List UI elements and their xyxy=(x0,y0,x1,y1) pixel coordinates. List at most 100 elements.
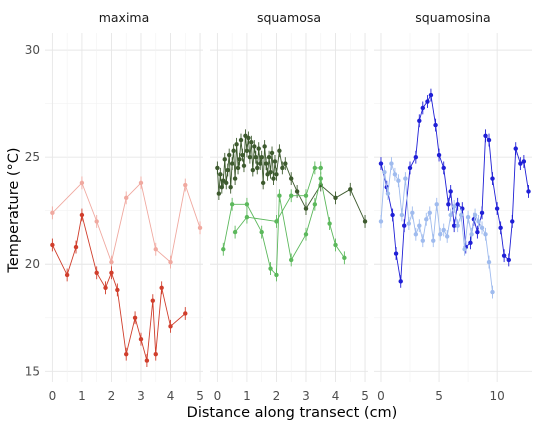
data-point xyxy=(469,232,474,237)
data-point xyxy=(455,223,460,228)
facet-title: squamosina xyxy=(415,10,490,25)
x-tick-label: 5 xyxy=(361,389,369,403)
series-squamosa-1 xyxy=(215,129,368,228)
data-point xyxy=(448,189,453,194)
data-point xyxy=(333,195,338,201)
data-point xyxy=(237,157,242,162)
data-point xyxy=(348,187,353,192)
data-point xyxy=(479,210,485,216)
data-point xyxy=(225,167,230,173)
data-point xyxy=(153,247,158,252)
data-point xyxy=(115,287,120,293)
data-point xyxy=(109,259,114,265)
data-point xyxy=(518,161,523,166)
data-point xyxy=(486,259,492,265)
data-point xyxy=(410,210,415,216)
data-point xyxy=(232,176,238,181)
data-point xyxy=(255,165,260,171)
data-point xyxy=(327,221,332,226)
x-tick-label: 0 xyxy=(49,389,57,403)
data-point xyxy=(231,148,236,153)
data-point xyxy=(451,204,457,209)
data-point xyxy=(403,176,408,181)
data-point xyxy=(50,242,55,248)
data-point xyxy=(132,315,138,320)
data-point xyxy=(399,212,405,218)
data-point xyxy=(153,351,158,357)
data-point xyxy=(333,242,338,248)
data-point xyxy=(232,229,238,235)
x-tick-label: 3 xyxy=(302,389,310,403)
data-point xyxy=(438,232,443,237)
data-point xyxy=(312,202,318,207)
data-point xyxy=(446,202,451,207)
data-point xyxy=(428,92,434,98)
x-tick-label: 1 xyxy=(243,389,251,403)
data-point xyxy=(277,148,282,153)
x-tick-label: 2 xyxy=(273,389,281,403)
data-point xyxy=(451,223,457,228)
data-point xyxy=(303,206,309,211)
data-point xyxy=(475,229,480,235)
data-point xyxy=(280,165,285,171)
data-point xyxy=(506,257,511,263)
data-point xyxy=(274,219,279,224)
data-point xyxy=(424,217,429,222)
data-point xyxy=(390,212,395,218)
data-point xyxy=(73,244,79,250)
data-point xyxy=(498,225,503,231)
data-point xyxy=(168,324,173,329)
data-point xyxy=(103,285,108,290)
data-point xyxy=(427,210,432,216)
series-squamosa-3 xyxy=(232,161,323,239)
data-point xyxy=(378,219,384,224)
data-point xyxy=(168,259,173,265)
data-point xyxy=(260,180,266,186)
data-point xyxy=(294,189,300,194)
data-point xyxy=(289,193,294,198)
panel-background xyxy=(210,33,368,382)
data-point xyxy=(448,212,453,218)
data-point xyxy=(393,251,399,256)
data-point xyxy=(303,193,309,198)
data-point xyxy=(274,272,279,278)
series-squamosina-2 xyxy=(378,157,495,299)
data-point xyxy=(420,105,425,111)
y-tick-label: 25 xyxy=(25,150,40,164)
data-point xyxy=(94,219,99,224)
data-point xyxy=(216,191,222,196)
data-point xyxy=(138,336,144,342)
data-point xyxy=(425,99,430,104)
data-point xyxy=(64,272,70,278)
data-point xyxy=(472,212,478,218)
x-tick-label: 4 xyxy=(167,389,175,403)
data-point xyxy=(431,238,436,243)
data-point xyxy=(244,214,250,220)
x-tick-label: 5 xyxy=(196,389,204,403)
data-point xyxy=(402,223,407,228)
facet-panel-squamosina: 0 5 10 squamosina xyxy=(374,10,532,403)
data-point xyxy=(420,238,425,243)
data-point xyxy=(490,289,495,295)
y-tick-label: 20 xyxy=(25,257,40,271)
data-point xyxy=(229,202,235,207)
facet-panel-squamosa: 0 1 2 3 4 5 squamosa xyxy=(210,10,369,403)
data-point xyxy=(269,150,275,156)
data-point xyxy=(253,154,258,160)
data-point xyxy=(407,165,413,171)
data-point xyxy=(124,195,129,201)
data-point xyxy=(476,219,481,224)
series-maxima-1 xyxy=(50,176,203,269)
data-point xyxy=(197,225,203,231)
data-point xyxy=(417,118,422,123)
data-point xyxy=(441,227,446,233)
data-point xyxy=(510,219,515,224)
data-point xyxy=(413,232,419,237)
facet-title: squamosa xyxy=(257,10,321,25)
data-point xyxy=(79,212,85,218)
data-point xyxy=(263,161,269,166)
data-point xyxy=(244,148,250,153)
data-point xyxy=(50,210,55,216)
data-point xyxy=(249,139,254,145)
